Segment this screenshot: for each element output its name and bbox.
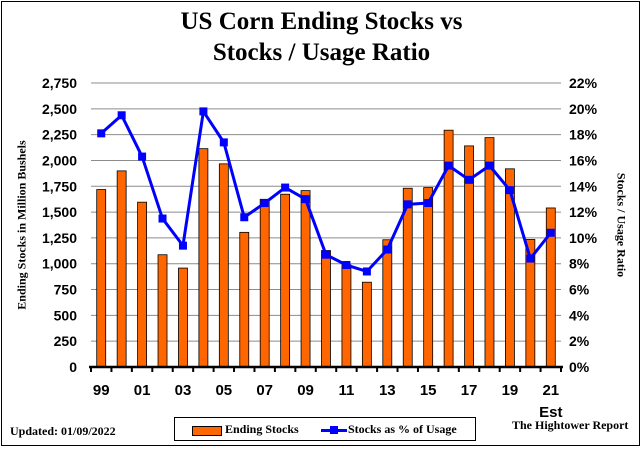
y-tick-label: 250 (54, 333, 78, 349)
x-tick-label: 11 (339, 382, 355, 399)
y-tick-label: 2,250 (42, 127, 77, 143)
ratio-point-2006 (240, 213, 249, 222)
x-tick-label: 07 (256, 382, 273, 399)
y2-tick-label: 2% (569, 333, 590, 349)
y2-tick-label: 4% (569, 307, 590, 323)
bar-2001 (137, 201, 147, 368)
ratio-point-2021 (546, 228, 555, 237)
ratio-point-2002 (158, 214, 167, 223)
bar-2012 (361, 281, 372, 368)
ratio-point-2015 (424, 199, 433, 208)
ratio-point-2013 (383, 245, 392, 254)
legend-swatch-bar (192, 426, 222, 436)
x-tick-label: 01 (134, 382, 151, 399)
bar-2006 (239, 231, 250, 368)
y2-tick-label: 12% (569, 204, 598, 220)
ratio-point-2003 (178, 241, 187, 250)
y-tick-label: 1,000 (42, 256, 77, 272)
ratio-point-2020 (526, 254, 535, 263)
ratio-point-2009 (301, 195, 310, 204)
y-tick-label: 1,250 (42, 230, 77, 246)
x-tick-label: 19 (502, 382, 519, 399)
bar-2005 (218, 163, 229, 368)
ratio-point-2011 (342, 261, 351, 270)
x-tick-label: 21 (542, 382, 559, 399)
bar-2007 (259, 198, 270, 368)
ratio-point-2000 (117, 111, 126, 120)
ratio-line (100, 109, 552, 273)
ratio-point-2012 (362, 267, 371, 276)
x-tick-label: 15 (420, 382, 437, 399)
x-sub-label: Est (539, 404, 562, 421)
y2-tick-label: 20% (569, 101, 598, 117)
ratio-point-2018 (485, 161, 494, 170)
x-tick-label: 17 (461, 382, 478, 399)
y-tick-label: 1,500 (42, 204, 77, 220)
legend: Ending Stocks Stocks as % of Usage (174, 417, 476, 441)
bar-2002 (157, 254, 168, 368)
bar-2004 (198, 148, 209, 368)
y-tick-label: 1,750 (42, 178, 77, 194)
y2-tick-label: 22% (569, 75, 598, 91)
ratio-point-2017 (465, 175, 474, 184)
bar-2013 (382, 239, 393, 368)
y-tick-label: 0 (69, 359, 77, 375)
x-tick-label: 03 (175, 382, 192, 399)
bar-2000 (116, 170, 127, 368)
bar-2014 (402, 187, 413, 368)
ratio-point-2014 (403, 200, 412, 209)
ratio-point-2004 (199, 107, 208, 116)
y-tick-label: 2,750 (42, 75, 77, 91)
y2-tick-label: 14% (569, 178, 598, 194)
y-tick-label: 2,000 (42, 152, 77, 168)
y2-tick-label: 16% (569, 152, 598, 168)
y2-tick-label: 8% (569, 256, 590, 272)
y-tick-label: 500 (54, 307, 78, 323)
y-tick-label: 2,500 (42, 101, 77, 117)
bar-2008 (280, 193, 291, 368)
title-line-1: US Corn Ending Stocks vs (180, 8, 463, 35)
bar-2011 (341, 264, 352, 368)
ratio-point-2008 (281, 183, 290, 192)
y-axis-label: Ending Stocks in Million Bushels (14, 140, 29, 310)
y-tick-label: 750 (54, 282, 78, 298)
title-line-2: Stocks / Usage Ratio (212, 39, 431, 66)
x-tick-label: 13 (379, 382, 396, 399)
legend-label-ending-stocks: Ending Stocks (225, 422, 299, 436)
y2-tick-label: 10% (569, 230, 598, 246)
x-tick-label: 05 (215, 382, 232, 399)
ratio-point-2019 (505, 186, 514, 195)
bar-2018 (484, 137, 495, 368)
bar-1999 (96, 189, 107, 368)
y2-tick-label: 6% (569, 282, 590, 298)
bar-2009 (300, 190, 311, 368)
ratio-point-1999 (97, 129, 106, 138)
bar-2015 (423, 187, 434, 368)
bar-2010 (321, 250, 331, 368)
ratio-point-2007 (260, 199, 269, 208)
legend-label-ratio: Stocks as % of Usage (348, 422, 457, 436)
y2-tick-label: 18% (569, 127, 598, 143)
chart-title: US Corn Ending Stocks vs Stocks / Usage … (0, 6, 643, 68)
ratio-point-2005 (219, 138, 228, 147)
updated-date: Updated: 01/09/2022 (10, 424, 116, 438)
y2-axis-label: Stocks / Usage Ratio (614, 172, 629, 278)
ratio-point-2001 (138, 152, 147, 161)
ratio-point-2016 (444, 161, 453, 170)
source-credit: The Hightower Report (512, 418, 629, 432)
y2-tick-label: 0% (569, 359, 590, 375)
ratio-point-2010 (322, 250, 330, 259)
x-tick-label: 09 (297, 382, 314, 399)
x-tick-label: 99 (93, 382, 110, 399)
legend-swatch-marker (330, 426, 338, 434)
bar-2003 (178, 267, 188, 368)
